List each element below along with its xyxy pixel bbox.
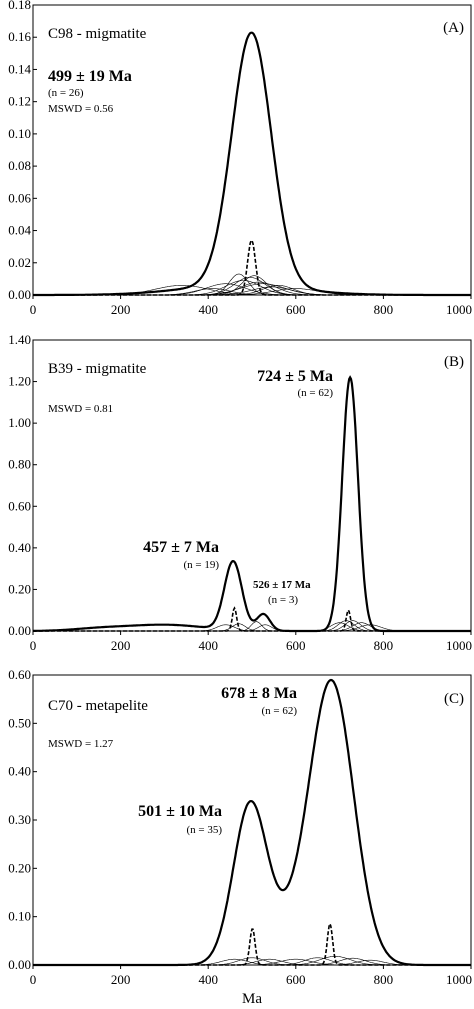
x-tick-label: 1000 [446,972,472,987]
grain-curve [33,275,471,296]
age-label: 501 ± 10 Ma [138,803,222,820]
y-tick-label: 0.10 [8,909,31,924]
y-tick-label: 0.06 [8,190,31,205]
x-tick-label: 400 [198,302,218,317]
probability-density-curve [33,375,471,633]
panel-title: B39 - migmatite [48,361,147,377]
n-label: (n = 35) [186,824,222,836]
n-label: (n = 62) [261,705,297,717]
series-group [33,31,471,297]
mswd-label: MSWD = 0.81 [48,403,113,415]
age-label: 499 ± 19 Ma [48,68,132,85]
x-axis-ticks: 0 200 400 600 800 1000 [30,295,472,317]
series-group [33,375,471,633]
x-tick-label: 1000 [446,302,472,317]
x-tick-label: 800 [374,302,394,317]
y-tick-label: 0.10 [8,126,31,141]
y-tick-label: 0.60 [8,667,31,682]
age-label: 724 ± 5 Ma [257,368,333,385]
x-axis-ticks: 0 200 400 600 800 1000 [30,965,472,987]
plot-frame [32,4,472,296]
x-tick-label: 600 [286,972,306,987]
y-tick-label: 1.00 [8,415,31,430]
age-label: 526 ± 17 Ma [253,579,311,591]
x-tick-label: 0 [30,302,37,317]
x-tick-label: 600 [286,638,306,653]
x-tick-label: 200 [111,638,131,653]
y-tick-label: 0.18 [8,0,31,12]
panel-b: 0.00 0.20 0.40 0.60 0.80 1.00 1.20 1.40 0 200 400… [8,332,472,653]
y-tick-label: 0.04 [8,223,31,238]
x-tick-label: 800 [374,638,394,653]
grain-curves [33,273,471,296]
y-tick-label: 0.00 [8,287,31,302]
x-tick-label: 0 [30,638,37,653]
y-tick-label: 0.20 [8,581,31,596]
panel-a: 0.00 0.02 0.04 0.06 0.08 0.10 0.12 0.14 0.16 0.18… [8,0,472,317]
series-group [33,678,471,967]
mswd-label: MSWD = 0.56 [48,103,114,115]
y-axis-ticks: 0.00 0.10 0.20 0.30 0.40 0.50 0.60 [8,667,37,972]
y-tick-label: 1.40 [8,332,31,347]
y-tick-label: 0.08 [8,158,31,173]
n-label: (n = 3) [268,594,298,606]
n-label: (n = 26) [48,87,84,99]
x-axis-label: Ma [242,991,262,1007]
y-tick-label: 0.16 [8,29,31,44]
y-tick-label: 0.40 [8,540,31,555]
x-tick-label: 600 [286,302,306,317]
age-label: 678 ± 8 Ma [221,685,297,702]
panel-label: (A) [443,20,464,36]
grain-curves [33,620,471,632]
x-tick-label: 200 [111,302,131,317]
y-tick-label: 0.00 [8,957,31,972]
panel-title: C70 - metapelite [48,698,148,714]
panel-title: C98 - migmatite [48,26,147,42]
panel-c: 0.00 0.10 0.20 0.30 0.40 0.50 0.60 0 200 400 600 8… [8,667,472,1007]
dashed-peak-curve [33,921,471,966]
y-axis-ticks: 0.00 0.20 0.40 0.60 0.80 1.00 1.20 1.40 [8,332,37,638]
x-tick-label: 400 [198,972,218,987]
n-label: (n = 62) [297,387,333,399]
plot-frame [32,674,472,966]
age-label: 457 ± 7 Ma [143,539,219,556]
x-tick-label: 1000 [446,638,472,653]
y-tick-label: 0.30 [8,812,31,827]
y-tick-label: 0.50 [8,715,31,730]
y-tick-label: 0.00 [8,623,31,638]
n-label: (n = 19) [183,559,219,571]
panel-label: (C) [444,691,464,707]
x-tick-label: 0 [30,972,37,987]
grain-curve [33,277,471,296]
y-tick-label: 1.20 [8,374,31,389]
y-tick-label: 0.40 [8,764,31,779]
dashed-peak-curve [33,239,471,296]
x-tick-label: 800 [374,972,394,987]
y-tick-label: 0.14 [8,61,31,76]
y-tick-label: 0.12 [8,94,31,109]
panel-label: (B) [444,354,464,370]
x-axis-ticks: 0 200 400 600 800 1000 [30,631,472,653]
y-tick-label: 0.20 [8,860,31,875]
x-tick-label: 400 [198,638,218,653]
grain-curve [33,620,471,632]
grain-curve [33,283,471,296]
probability-density-curve [33,678,471,967]
y-tick-label: 0.80 [8,457,31,472]
y-axis-ticks: 0.00 0.02 0.04 0.06 0.08 0.10 0.12 0.14 0.16 0.18 [8,0,37,302]
grain-curve [33,620,471,632]
y-tick-label: 0.60 [8,498,31,513]
x-tick-label: 200 [111,972,131,987]
plot-frame [32,339,472,632]
y-tick-label: 0.02 [8,255,31,270]
mswd-label: MSWD = 1.27 [48,738,114,750]
grain-curve [33,283,471,296]
dashed-peak-curve [33,606,471,632]
